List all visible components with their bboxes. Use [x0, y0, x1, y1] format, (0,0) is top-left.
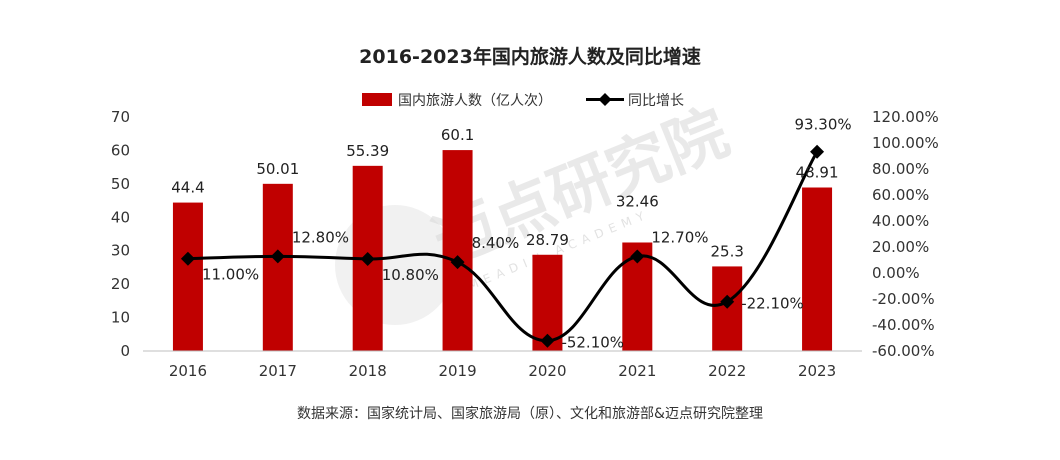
- legend-bar-swatch: [362, 93, 392, 106]
- right-axis-tick-label: 60.00%: [872, 186, 929, 204]
- bar-data-labels: 44.4 50.01 55.39 60.1 28.79 32.46 25.3 48.91: [171, 126, 838, 260]
- bar-value-label: 60.1: [441, 126, 474, 144]
- right-axis-tick-label: 0.00%: [872, 264, 920, 282]
- x-axis-tick-label: 2017: [259, 362, 297, 380]
- bar-value-label: 55.39: [346, 142, 389, 160]
- right-axis-ticks: -60.00% -40.00% -20.00% 0.00% 20.00% 40.00% 60…: [872, 108, 939, 360]
- left-axis-tick-label: 40: [111, 208, 130, 226]
- legend-bar-label: 国内旅游人数（亿人次）: [398, 93, 552, 109]
- left-axis-tick-label: 70: [111, 108, 130, 126]
- left-axis-tick-label: 10: [111, 309, 130, 327]
- left-axis-ticks: 0 10 20 30 40 50 60 70: [111, 108, 130, 360]
- x-axis-tick-label: 2016: [169, 362, 207, 380]
- line-marker-2023: [810, 144, 825, 159]
- x-axis-tick-label: 2021: [618, 362, 656, 380]
- bar-2023: [802, 187, 833, 351]
- growth-value-label: -22.10%: [741, 295, 804, 313]
- x-axis-tick-label: 2023: [798, 362, 836, 380]
- legend-line-label: 同比增长: [628, 93, 684, 109]
- line-marker-2021: [630, 249, 645, 264]
- right-axis-tick-label: -60.00%: [872, 342, 935, 360]
- bar-value-label: 32.46: [616, 192, 659, 210]
- growth-value-label: 11.00%: [202, 266, 259, 284]
- bar-2019: [442, 150, 473, 351]
- right-axis-tick-label: -20.00%: [872, 290, 935, 308]
- legend: 国内旅游人数（亿人次） 同比增长: [362, 93, 684, 109]
- bar-value-label: 28.79: [526, 231, 569, 249]
- right-axis-tick-label: 20.00%: [872, 238, 929, 256]
- source-note: 数据来源：国家统计局、国家旅游局（原）、文化和旅游部&迈点研究院整理: [297, 405, 763, 422]
- left-axis-tick-label: 60: [111, 141, 130, 159]
- left-axis-tick-label: 50: [111, 175, 130, 193]
- x-axis-tick-label: 2018: [349, 362, 387, 380]
- x-axis-tick-label: 2020: [528, 362, 566, 380]
- line-marker-2019: [450, 255, 465, 270]
- bar-2017: [262, 183, 293, 351]
- line-marker-2020: [540, 333, 555, 348]
- legend-line-marker: [598, 93, 612, 106]
- bar-2016: [172, 202, 203, 351]
- growth-value-label: 8.40%: [472, 234, 520, 252]
- x-axis-ticks: 2016 2017 2018 2019 2020 2021 2022 2023: [169, 362, 836, 380]
- left-axis-tick-label: 30: [111, 242, 130, 260]
- line-marker-2022: [720, 294, 735, 309]
- x-axis-tick-label: 2019: [438, 362, 476, 380]
- bar-value-label: 25.3: [710, 242, 743, 260]
- right-axis-tick-label: 120.00%: [872, 108, 939, 126]
- left-axis-tick-label: 20: [111, 275, 130, 293]
- line-marker-2016: [180, 251, 195, 266]
- right-axis-tick-label: 80.00%: [872, 160, 929, 178]
- line-series: [180, 144, 825, 348]
- chart-title: 2016-2023年国内旅游人数及同比增速: [359, 45, 701, 68]
- right-axis-tick-label: 100.00%: [872, 134, 939, 152]
- line-marker-2017: [270, 249, 285, 264]
- growth-value-label: 12.70%: [651, 228, 708, 246]
- bar-value-label: 44.4: [171, 179, 204, 197]
- bar-series: [172, 150, 833, 351]
- growth-value-label: -52.10%: [561, 334, 624, 352]
- growth-value-label: 10.80%: [382, 266, 439, 284]
- line-marker-2018: [360, 251, 375, 266]
- growth-value-label: 12.80%: [292, 228, 349, 246]
- right-axis-tick-label: 40.00%: [872, 212, 929, 230]
- x-axis-tick-label: 2022: [708, 362, 746, 380]
- bar-value-label: 48.91: [796, 164, 839, 182]
- left-axis-tick-label: 0: [120, 342, 130, 360]
- growth-value-label: 93.30%: [794, 116, 851, 134]
- line-data-labels: 11.00% 12.80% 10.80% 8.40% -52.10% 12.70% -22.…: [202, 116, 852, 352]
- right-axis-tick-label: -40.00%: [872, 316, 935, 334]
- bar-value-label: 50.01: [256, 160, 299, 178]
